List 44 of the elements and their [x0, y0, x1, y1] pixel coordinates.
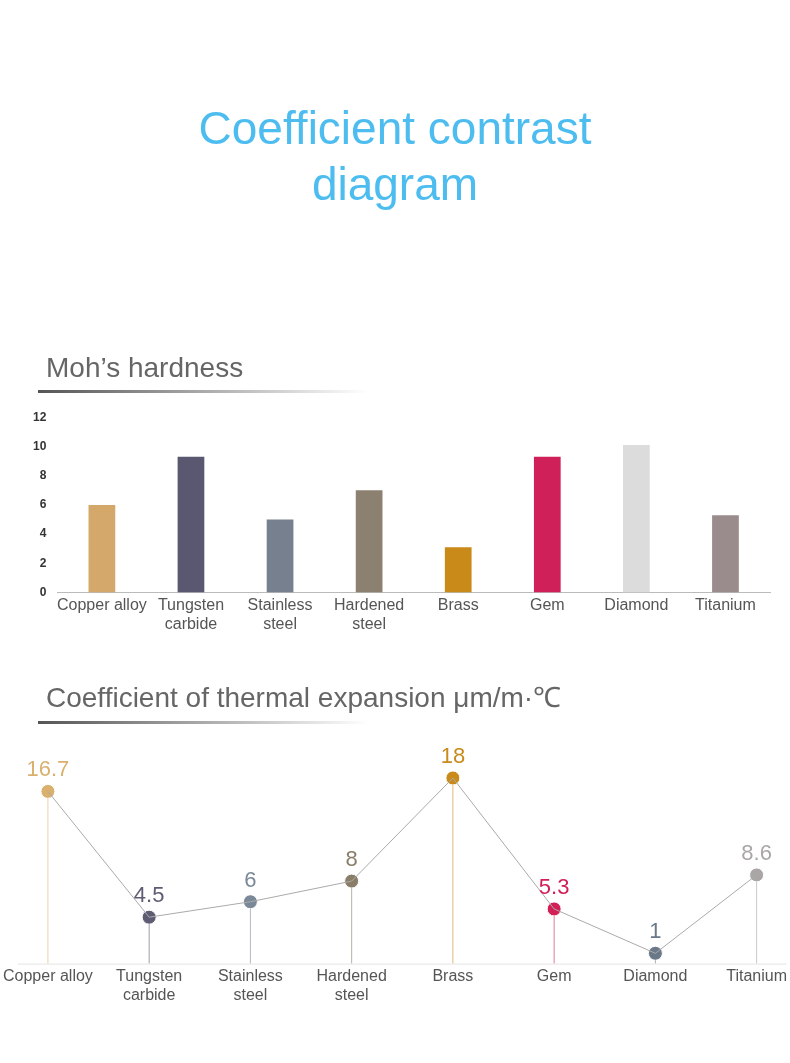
bar [533, 456, 561, 593]
x-tick-label: Brass [432, 966, 474, 984]
x-tick-label: Stainless steel [247, 595, 313, 632]
bar [266, 519, 294, 593]
data-label: 1 [649, 918, 662, 944]
data-label: 4.5 [133, 882, 165, 908]
y-tick-label: 0 [39, 584, 47, 599]
x-tick-label: Diamond [623, 966, 688, 984]
bar [444, 547, 472, 593]
bar [355, 490, 383, 593]
y-tick-label: 8 [39, 467, 47, 482]
x-tick-label: Brass [437, 595, 479, 613]
x-tick-label: Diamond [604, 595, 669, 613]
y-tick-label: 2 [39, 555, 47, 570]
chart-subtitle: Moh’s hardness [46, 351, 245, 384]
y-tick-label: 6 [39, 497, 47, 512]
point [40, 783, 56, 799]
x-tick-label: Titanium [726, 966, 787, 984]
data-label: 18 [440, 743, 466, 769]
x-tick-label: Gem [536, 966, 572, 984]
x-tick-label: Titanium [695, 595, 756, 613]
chart-title: Coefficient contrast diagram [197, 101, 593, 212]
x-tick-label: Copper alloy [3, 966, 93, 984]
bar [623, 444, 650, 593]
y-tick-label: 12 [32, 409, 47, 424]
y-tick-label: 4 [39, 526, 47, 541]
data-label: 8.6 [741, 839, 772, 865]
data-label: 16.7 [26, 756, 70, 782]
bar [88, 504, 116, 593]
point [749, 867, 765, 883]
bar [712, 515, 739, 593]
x-tick-label: Hardened steel [333, 595, 405, 632]
x-tick-label: Copper alloy [56, 595, 147, 613]
data-label: 5.3 [538, 874, 570, 900]
x-tick-label: Gem [529, 595, 565, 613]
bar [177, 456, 205, 593]
x-tick-label: Tungsten carbide [116, 966, 183, 1003]
chart-title: Coefficient of thermal expansion μm/m·℃ [46, 681, 563, 715]
data-label: 6 [244, 866, 257, 892]
x-tick-label: Tungsten carbide [157, 595, 225, 632]
x-tick-label: Stainless steel [217, 966, 283, 1003]
data-label: 8 [345, 846, 358, 872]
y-tick-label: 10 [32, 438, 47, 453]
x-tick-label: Hardened steel [316, 966, 387, 1003]
